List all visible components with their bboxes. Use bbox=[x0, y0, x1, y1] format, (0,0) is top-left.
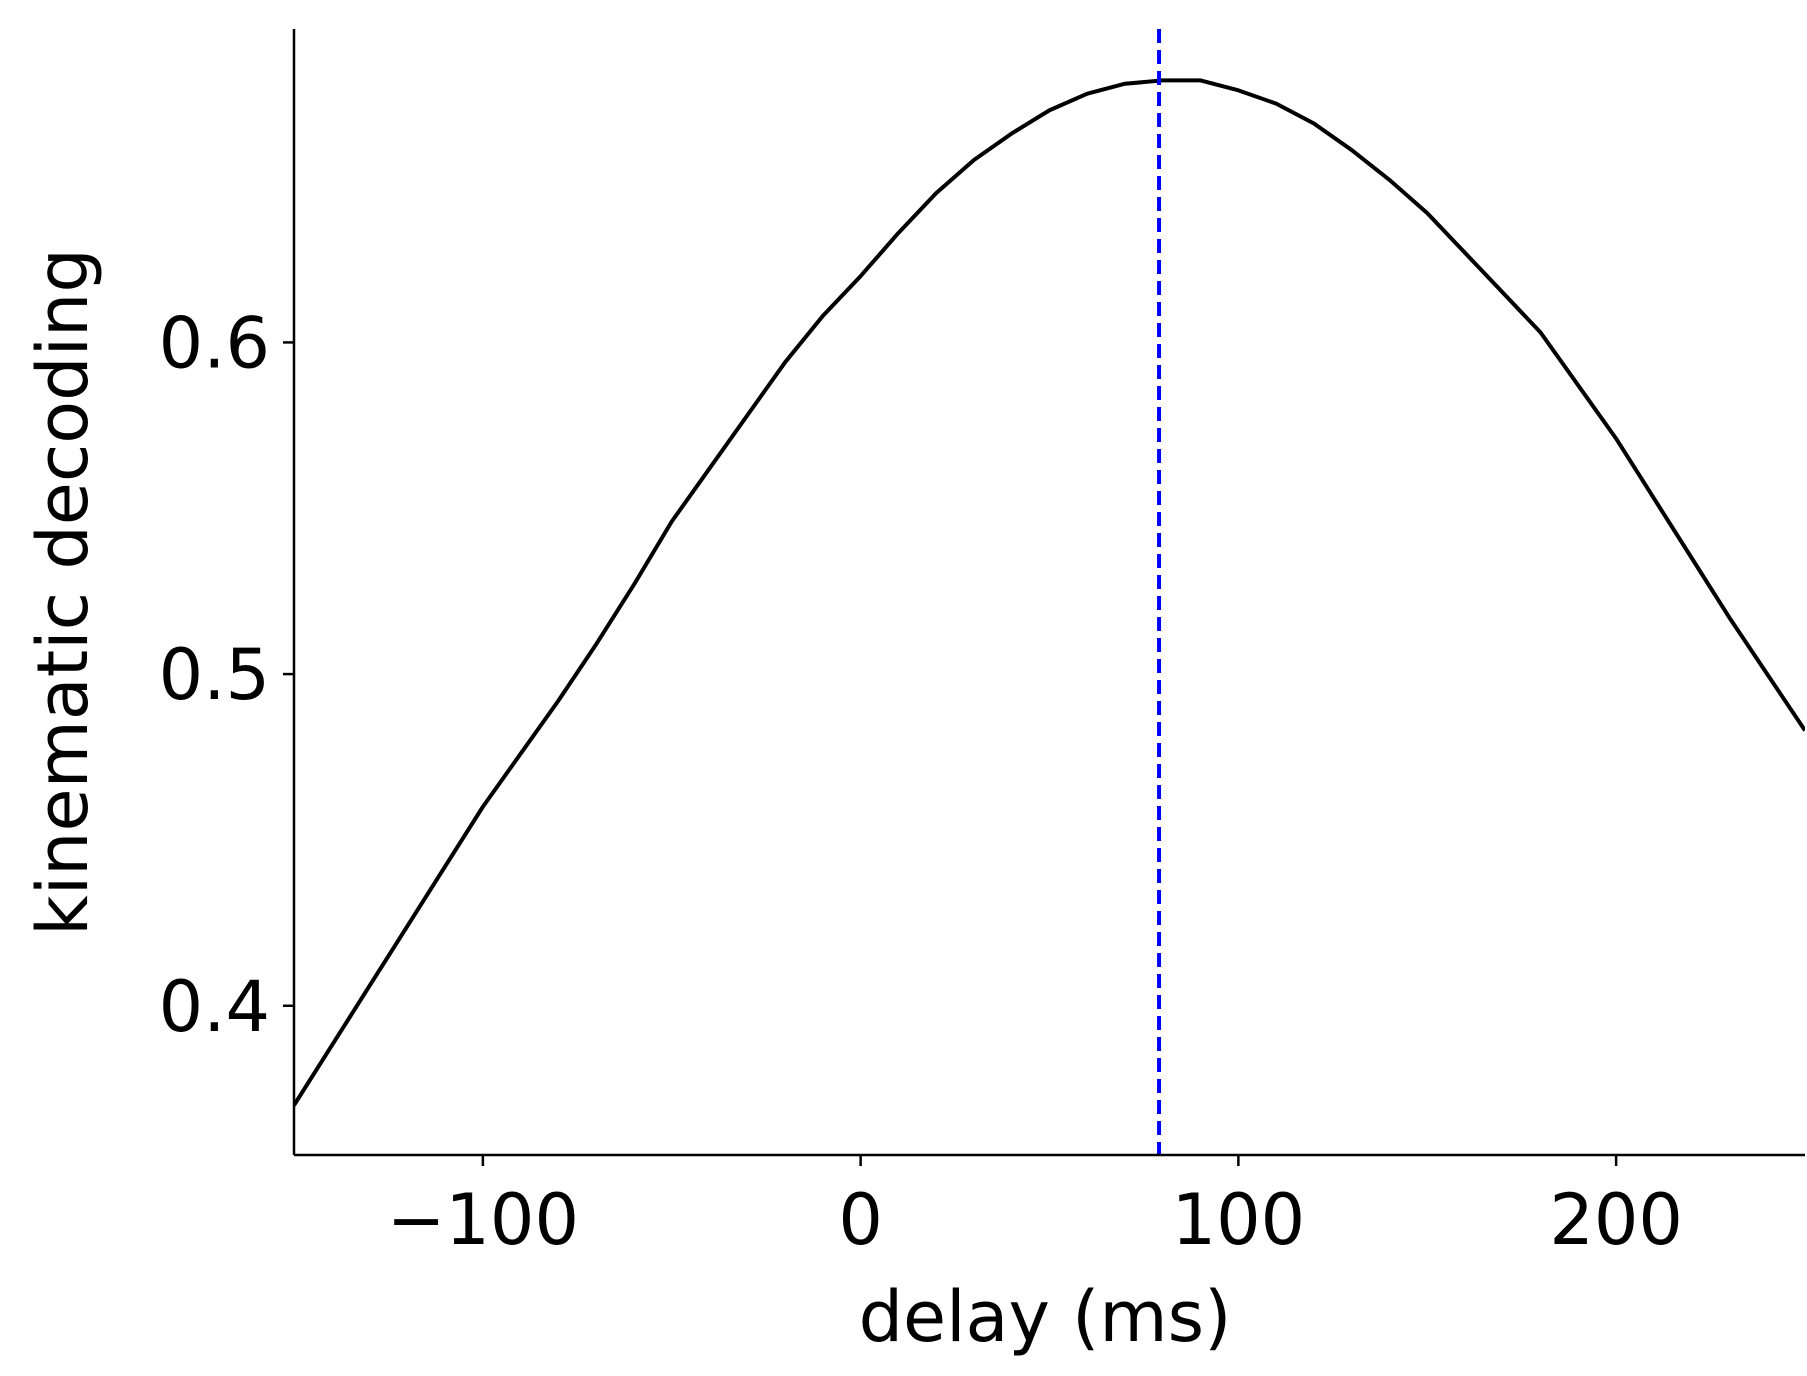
y-axis-label: kinematic decoding bbox=[22, 248, 104, 936]
y-tick-label: 0.5 bbox=[159, 634, 270, 716]
x-tick-label: 200 bbox=[1549, 1179, 1683, 1261]
x-tick-label: 100 bbox=[1172, 1179, 1306, 1261]
x-tick-label: −100 bbox=[387, 1179, 579, 1261]
y-tick-label: 0.4 bbox=[159, 966, 270, 1048]
x-tick-label: 0 bbox=[838, 1179, 883, 1261]
y-tick-label: 0.6 bbox=[159, 302, 270, 384]
x-axis-label: delay (ms) bbox=[859, 1276, 1232, 1358]
data-line bbox=[294, 78, 1805, 1107]
